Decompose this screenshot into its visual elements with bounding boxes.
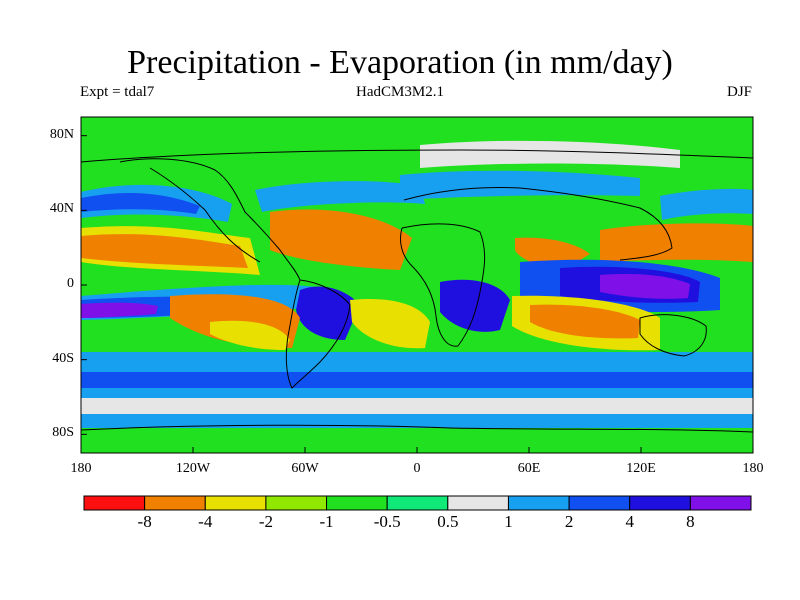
colorbar-label: -4 bbox=[198, 512, 213, 531]
maritime-continent-max bbox=[600, 274, 690, 299]
colorbar-label: 4 bbox=[625, 512, 634, 531]
australia-coast bbox=[639, 314, 707, 357]
colorbar bbox=[83, 495, 752, 511]
colorbar-swatch bbox=[689, 495, 752, 511]
colorbar-swatch bbox=[83, 495, 146, 511]
lat-tick-label: 40S bbox=[52, 350, 74, 366]
north-america-west-coast bbox=[149, 167, 261, 263]
colorbar-swatch bbox=[204, 495, 267, 511]
lon-tick-label: 120W bbox=[175, 461, 211, 476]
lat-tick-label: 80N bbox=[49, 126, 74, 142]
eurasia-wet bbox=[400, 170, 640, 200]
north-america-coast bbox=[119, 158, 301, 281]
itcz-pacific-max bbox=[81, 302, 158, 318]
lon-tick-label: 0 bbox=[413, 461, 421, 476]
lon-tick-label: 180 bbox=[70, 461, 92, 476]
colorbar-label: -8 bbox=[137, 512, 152, 531]
colorbar-swatch bbox=[568, 495, 631, 511]
eurasia-coast bbox=[403, 187, 673, 261]
colorbar-swatch bbox=[386, 495, 449, 511]
colorbar-label: -1 bbox=[319, 512, 334, 531]
lon-tick-label: 60W bbox=[291, 461, 319, 476]
colorbar-label: -0.5 bbox=[373, 512, 401, 531]
arctic-coast bbox=[81, 149, 753, 163]
lon-tick-label: 60E bbox=[517, 461, 541, 476]
colorbar-swatch bbox=[447, 495, 509, 511]
siberia-neutral bbox=[420, 140, 680, 168]
lat-tick-label: 0 bbox=[67, 276, 74, 291]
antarctica-coast bbox=[81, 424, 753, 433]
colorbar-label: 1 bbox=[504, 512, 513, 531]
nw-pacific-storm-track bbox=[660, 188, 753, 220]
n-atlantic-storm-track bbox=[255, 181, 425, 212]
model-label: HadCM3M2.1 bbox=[356, 84, 444, 100]
lat-tick-label: 80S bbox=[52, 425, 74, 441]
africa-coast bbox=[399, 223, 486, 347]
antarctic-coast-band bbox=[81, 414, 753, 428]
colorbar-swatch bbox=[507, 495, 570, 511]
field-layer bbox=[81, 117, 753, 453]
colorbar-label: -2 bbox=[258, 512, 273, 531]
s-atlantic-dry bbox=[350, 298, 430, 349]
colorbar-swatch bbox=[265, 495, 328, 511]
experiment-label: Expt = tdal7 bbox=[80, 84, 155, 100]
n-pacific-storm-core bbox=[81, 192, 200, 214]
south-america-coast bbox=[285, 279, 351, 389]
southern-neutral-band bbox=[81, 398, 753, 414]
map-title: Precipitation - Evaporation (in mm/day) bbox=[127, 44, 673, 81]
southern-very-wet-band bbox=[81, 372, 753, 388]
se-pacific-dry-outer bbox=[210, 320, 290, 350]
colorbar-swatch bbox=[629, 495, 691, 511]
colorbar-label: 2 bbox=[564, 512, 574, 531]
n-atlantic-dry bbox=[270, 209, 412, 270]
colorbar-swatch bbox=[144, 495, 206, 511]
lon-tick-label: 120E bbox=[626, 461, 656, 476]
season-label: DJF bbox=[726, 84, 752, 100]
lon-tick-label: 180 bbox=[742, 461, 764, 476]
colorbar-swatch bbox=[326, 495, 388, 511]
s-indian-dry-core bbox=[530, 304, 640, 339]
congo-wet bbox=[440, 279, 510, 332]
nw-pacific-dry bbox=[600, 223, 753, 262]
n-pacific-dry-core bbox=[81, 234, 248, 268]
lat-tick-label: 40N bbox=[49, 201, 74, 217]
colorbar-label: 0.5 bbox=[437, 512, 459, 531]
colorbar-label: 8 bbox=[686, 512, 695, 531]
axis-ticks bbox=[80, 135, 754, 453]
coastlines-layer bbox=[81, 149, 753, 433]
